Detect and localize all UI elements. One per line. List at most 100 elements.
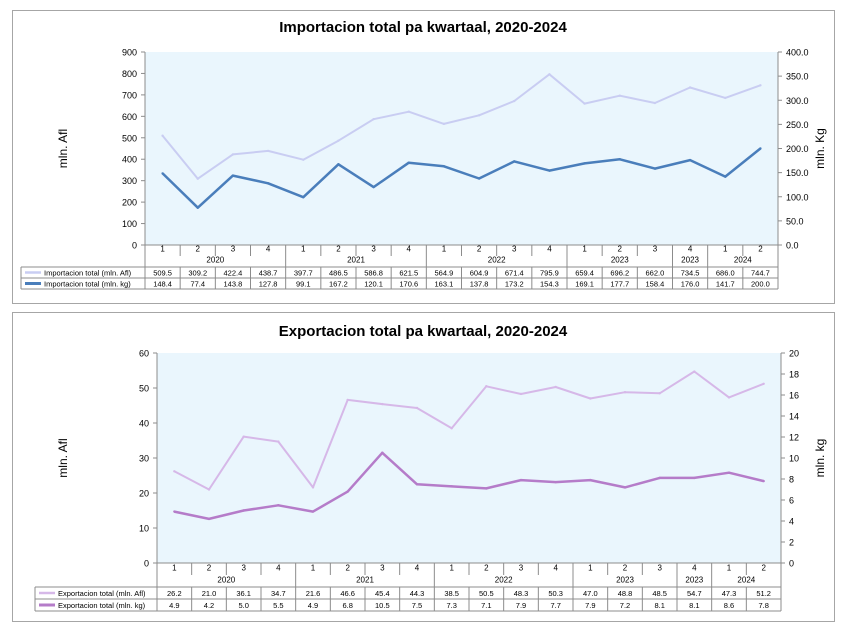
data-label: 4.9: [308, 601, 318, 610]
data-point: [242, 435, 245, 438]
quarter-label: 1: [723, 245, 728, 254]
data-label: 36.1: [236, 589, 251, 598]
data-label: 4.2: [204, 601, 214, 610]
data-label: 47.0: [583, 589, 598, 598]
right-tick-label: 150.0: [786, 168, 809, 178]
left-tick-label: 30: [139, 454, 149, 464]
data-label: 397.7: [294, 269, 313, 278]
data-label: 8.6: [724, 601, 734, 610]
data-label: 38.5: [444, 589, 459, 598]
data-label: 7.2: [620, 601, 630, 610]
data-point: [618, 158, 621, 161]
left-tick-label: 60: [139, 349, 149, 359]
right-tick-label: 0: [789, 559, 794, 569]
data-label: 50.5: [479, 589, 494, 598]
year-label: 2022: [488, 256, 506, 265]
legend-label: Importacion total (mln. Afl): [44, 269, 132, 278]
import-chart-panel: Importacion total pa kwartaal, 2020-2024…: [12, 10, 835, 304]
data-label: 686.0: [716, 269, 735, 278]
data-point: [554, 385, 557, 389]
data-label: 48.3: [514, 589, 529, 598]
data-label: 26.2: [167, 589, 182, 598]
quarter-label: 2: [758, 245, 763, 254]
data-point: [583, 162, 586, 165]
data-label: 148.4: [153, 280, 172, 289]
data-label: 7.5: [412, 601, 422, 610]
left-axis-title: mln. Afl: [56, 129, 70, 168]
year-label: 2021: [356, 576, 374, 585]
right-tick-label: 0.0: [786, 241, 799, 251]
data-point: [231, 153, 235, 156]
data-label: 34.7: [271, 589, 286, 598]
data-point: [196, 177, 199, 180]
data-point: [519, 392, 523, 396]
data-point: [242, 509, 245, 512]
chart-title: Exportacion total pa kwartaal, 2020-2024: [279, 323, 568, 340]
data-label: 77.4: [190, 280, 205, 289]
data-point: [372, 185, 375, 189]
data-point: [311, 486, 315, 489]
data-point: [485, 385, 488, 388]
data-point: [337, 163, 340, 166]
year-label: 2024: [734, 256, 752, 265]
data-point: [658, 392, 661, 395]
data-point: [589, 397, 592, 400]
data-point: [554, 480, 557, 484]
data-label: 48.8: [618, 589, 633, 598]
data-point: [653, 167, 657, 170]
data-point: [407, 161, 410, 164]
data-point: [442, 122, 446, 126]
data-label: 7.9: [585, 601, 595, 610]
data-label: 21.0: [202, 589, 217, 598]
data-label: 7.8: [758, 601, 768, 610]
right-tick-label: 50.0: [786, 216, 804, 226]
data-label: 45.4: [375, 589, 390, 598]
quarter-label: 1: [301, 245, 306, 254]
quarter-label: 3: [653, 245, 658, 254]
right-tick-label: 300.0: [786, 96, 809, 106]
right-tick-label: 4: [789, 517, 794, 527]
data-point: [583, 102, 586, 105]
data-point: [548, 73, 551, 76]
quarter-label: 3: [657, 564, 662, 573]
data-label: 438.7: [259, 269, 278, 278]
legend-label: Importacion total (mln. kg): [44, 280, 131, 289]
data-label: 47.3: [722, 589, 737, 598]
data-label: 8.1: [689, 601, 699, 610]
data-point: [623, 486, 627, 489]
left-tick-label: 200: [122, 198, 137, 208]
data-point: [688, 86, 692, 89]
data-label: 176.0: [681, 280, 700, 289]
data-label: 177.7: [610, 280, 629, 289]
quarter-label: 3: [512, 245, 517, 254]
data-label: 696.2: [610, 269, 629, 278]
series-line-1: [173, 370, 765, 491]
legend-label: Exportacion total (mln. Afl): [58, 589, 146, 598]
data-label: 46.6: [340, 589, 355, 598]
data-point: [372, 117, 375, 121]
data-label: 7.1: [481, 601, 491, 610]
data-point: [589, 478, 592, 482]
data-label: 586.8: [364, 269, 383, 278]
data-label: 309.2: [188, 269, 207, 278]
quarter-label: 2: [477, 245, 482, 254]
data-point: [477, 114, 481, 117]
data-label: 99.1: [296, 280, 311, 289]
data-label: 734.5: [681, 269, 700, 278]
chart-title: Importacion total pa kwartaal, 2020-2024: [279, 19, 567, 36]
data-label: 795.9: [540, 269, 559, 278]
right-tick-label: 400.0: [786, 48, 809, 58]
right-tick-label: 350.0: [786, 72, 809, 82]
left-tick-label: 20: [139, 489, 149, 499]
left-tick-label: 100: [122, 219, 137, 229]
right-axis-title: mln. Kg: [813, 128, 827, 169]
data-label: 7.9: [516, 601, 526, 610]
quarter-label: 4: [266, 245, 271, 254]
data-point: [277, 504, 280, 507]
quarter-label: 4: [276, 564, 281, 573]
left-tick-label: 400: [122, 155, 137, 165]
data-label: 5.5: [273, 601, 283, 610]
data-point: [727, 471, 731, 474]
quarter-label: 3: [241, 564, 246, 573]
data-label: 662.0: [646, 269, 665, 278]
